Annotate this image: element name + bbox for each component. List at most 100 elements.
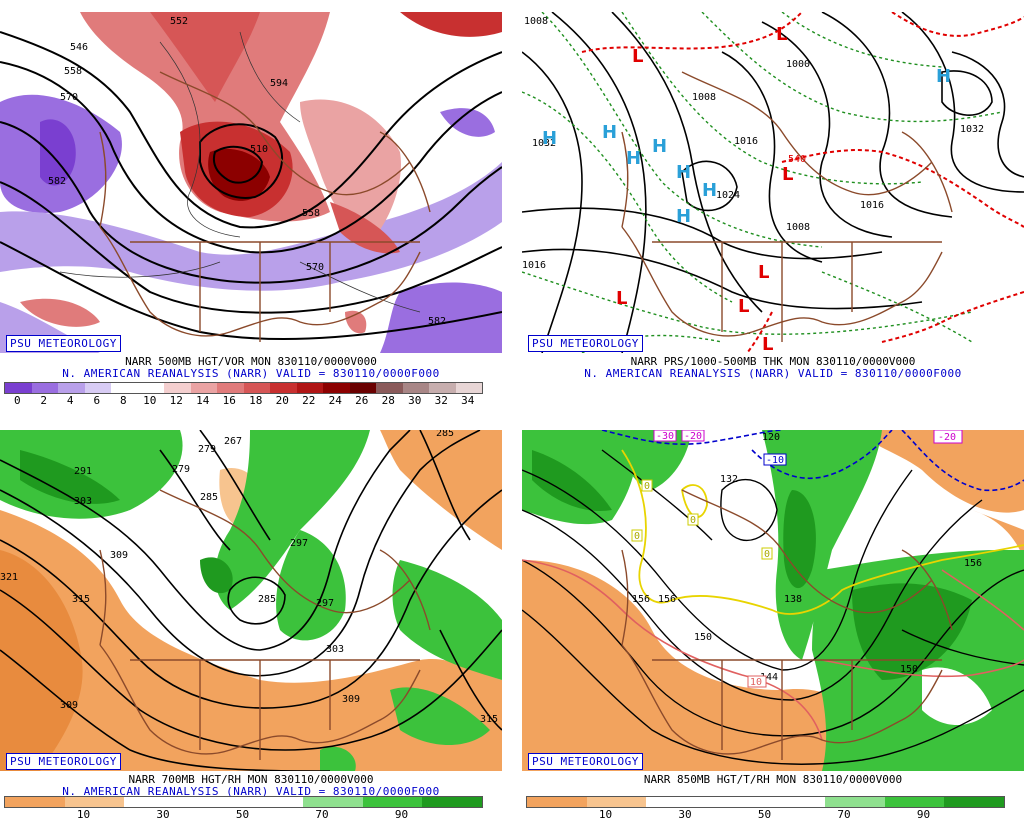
color-scale-bar <box>526 796 1005 808</box>
contour-label: 285 <box>258 594 276 605</box>
high-pressure-marker: H <box>652 136 667 157</box>
contour-label: 150 <box>900 664 918 675</box>
color-scale-swatch <box>84 383 111 393</box>
low-pressure-marker: L <box>782 164 793 185</box>
contour-label: 156 <box>632 594 650 605</box>
contour-label: 1008 <box>524 16 548 27</box>
color-scale-swatch <box>765 797 826 807</box>
contour-label: 540 <box>788 154 806 165</box>
temperature-label: -20 <box>938 432 956 443</box>
color-scale-tick-label: 30 <box>408 394 422 407</box>
low-pressure-marker: L <box>738 296 749 317</box>
color-scale-tick-label: 28 <box>381 394 395 407</box>
color-scale-tick-label: 90 <box>916 808 931 821</box>
color-scale-swatch <box>137 383 164 393</box>
color-scale-swatch <box>243 797 304 807</box>
contour-label: 156 <box>964 558 982 569</box>
contour-label: 1032 <box>960 124 984 135</box>
color-scale-tick-label: 70 <box>315 808 329 821</box>
color-scale-tick-label: 24 <box>328 394 342 407</box>
color-scale-swatch <box>944 797 1004 807</box>
color-scale-swatch <box>270 383 297 393</box>
contour-label: 1016 <box>734 136 758 147</box>
color-scale-tick-label: 20 <box>275 394 289 407</box>
contour-label: 120 <box>762 432 780 443</box>
low-pressure-marker: L <box>632 46 643 67</box>
high-pressure-marker: H <box>702 180 717 201</box>
psu-meteorology-badge: PSU METEOROLOGY <box>6 753 121 770</box>
color-scale-tick-label: 90 <box>394 808 409 821</box>
contour-label: 1000 <box>786 59 810 70</box>
contour-label: 570 <box>60 92 78 103</box>
contour-label: 156 <box>658 594 676 605</box>
contour-label: 582 <box>48 176 66 187</box>
contour-label: 309 <box>60 700 78 711</box>
contour-label: 303 <box>74 496 92 507</box>
map-700mb: 279 267 291 279 285 297 303 309 315 285 … <box>0 430 502 771</box>
color-scale-tick-label: 4 <box>66 394 74 407</box>
map-subtitle: N. AMERICAN REANALYSIS (NARR) VALID = 83… <box>584 367 962 380</box>
temperature-label: 0 <box>764 549 770 560</box>
color-scale-tick-label: 26 <box>355 394 369 407</box>
color-scale-tick-label: 10 <box>598 808 613 821</box>
temperature-label: -30 <box>656 431 674 442</box>
contour-label: 279 <box>198 444 216 455</box>
contour-label: 303 <box>326 644 344 655</box>
color-scale-tick-label: 14 <box>196 394 210 407</box>
map-title: NARR 850MB HGT/T/RH MON 830110/0000V000 <box>643 773 903 786</box>
color-scale-swatch <box>362 797 423 807</box>
contour-label: 315 <box>480 714 498 725</box>
contour-label: 594 <box>270 78 288 89</box>
color-scale-swatch <box>217 383 244 393</box>
contour-label: 150 <box>694 632 712 643</box>
color-scale-tick-label: 0 <box>13 394 21 407</box>
color-scale-swatch <box>183 797 244 807</box>
contour-label: 582 <box>428 316 446 327</box>
map-subtitle: N. AMERICAN REANALYSIS (NARR) VALID = 83… <box>62 785 440 798</box>
color-scale-swatch <box>705 797 766 807</box>
color-scale-swatch <box>422 797 482 807</box>
color-scale-swatch <box>646 797 706 807</box>
map-title: NARR 500MB HGT/VOR MON 830110/0000V000 <box>125 355 377 368</box>
color-scale-swatch <box>124 797 184 807</box>
color-scale-tick-label: 50 <box>235 808 250 821</box>
temperature-label: -20 <box>684 431 702 442</box>
contour-label: 309 <box>110 550 128 561</box>
color-scale-tick-label: 22 <box>302 394 316 407</box>
contour-label: 510 <box>250 144 268 155</box>
contour-label: 1024 <box>716 190 740 201</box>
color-scale-swatch <box>164 383 191 393</box>
color-scale-labels: 10 30 50 70 90 <box>4 808 481 821</box>
contour-label: 315 <box>72 594 90 605</box>
low-pressure-marker: L <box>758 262 769 283</box>
color-scale-tick-label: 10 <box>76 808 91 821</box>
color-scale-tick-label: 2 <box>40 394 48 407</box>
color-scale-swatch <box>376 383 403 393</box>
color-scale-bar <box>4 796 483 808</box>
color-scale-tick-label: 30 <box>156 808 170 821</box>
color-scale-swatch <box>323 383 350 393</box>
contour-label: 267 <box>224 436 242 447</box>
color-scale-labels: 0 2 4 6 8 10 12 14 16 18 20 22 24 26 28 30 32 34 <box>4 394 481 407</box>
panel-500mb-hgt-vor: 546 558 570 582 570 558 582 594 510 552 … <box>0 12 502 409</box>
contour-label: 558 <box>64 66 82 77</box>
contour-label: 279 <box>172 464 190 475</box>
contour-label: 570 <box>306 262 324 273</box>
high-pressure-marker: H <box>676 162 691 183</box>
contour-label: 1008 <box>692 92 716 103</box>
color-scale-tick-label: 6 <box>93 394 101 407</box>
contour-label: 309 <box>342 694 360 705</box>
temperature-label: 0 <box>644 481 650 492</box>
color-scale-swatch <box>303 797 363 807</box>
color-scale-swatch <box>296 383 323 393</box>
panel-850mb-hgt-t-rh: 132 120 156 156 150 144 150 156 138 -30 … <box>522 430 1024 827</box>
color-scale-tick-label: 32 <box>434 394 448 407</box>
color-scale-tick-label: 70 <box>837 808 851 821</box>
color-scale-tick-label: 34 <box>461 394 475 407</box>
contour-label: 132 <box>720 474 738 485</box>
color-scale-swatch <box>455 383 482 393</box>
contour-label: 144 <box>760 672 778 683</box>
color-scale-labels: 10 30 50 70 90 <box>526 808 1003 821</box>
color-scale-swatch <box>884 797 945 807</box>
low-pressure-marker: L <box>616 288 627 309</box>
